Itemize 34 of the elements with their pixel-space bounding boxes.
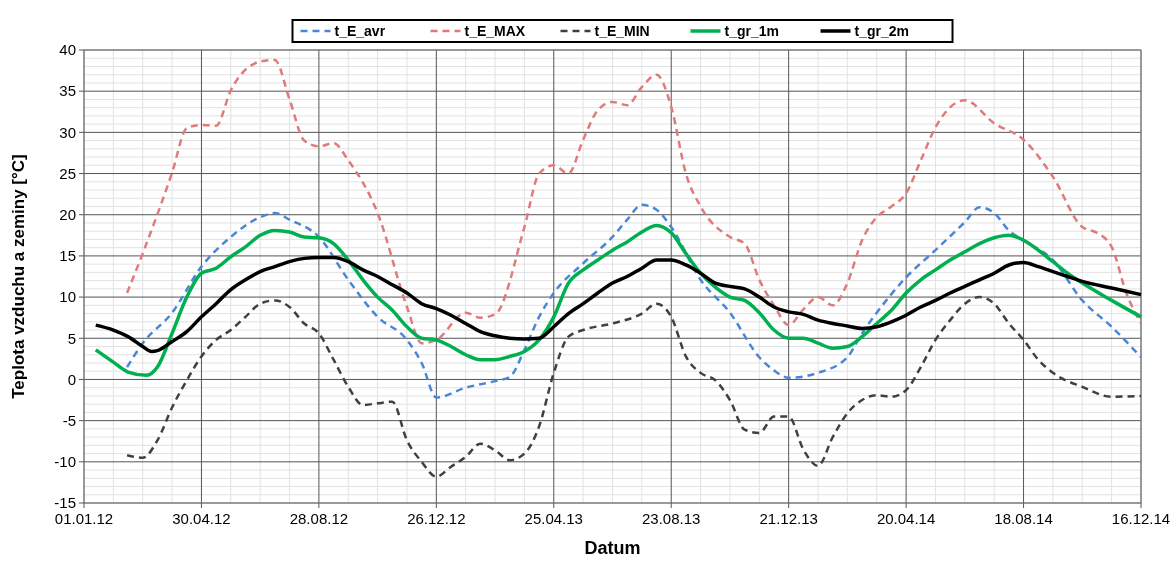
y-axis-title: Teplota vzduchu a zeminy [°C] [9, 154, 28, 399]
line-series [93, 255, 1143, 354]
y-tick-label: -15 [54, 494, 76, 512]
y-tick-label: -5 [62, 411, 76, 429]
x-tick-label: 28.08.12 [289, 510, 349, 527]
y-tick-label: 0 [67, 370, 76, 388]
line-series [125, 58, 1143, 345]
x-tick-label: 01.01.12 [54, 510, 114, 527]
x-tick-label: 23.08.13 [642, 510, 701, 527]
y-tick-label: 40 [59, 41, 76, 59]
x-tick-label: 26.12.12 [407, 510, 466, 527]
x-tick-label: 21.12.13 [759, 510, 818, 527]
legend-label: t_E_MAX [464, 22, 526, 39]
y-tick-label: 25 [59, 164, 76, 182]
line-series [93, 223, 1143, 378]
y-tick-label: 20 [59, 205, 76, 223]
legend-label: t_E_MIN [594, 22, 650, 39]
x-tick-label: 16.12.14 [1111, 510, 1171, 527]
y-tick-label: -10 [54, 453, 76, 471]
legend-label: t_gr_2m [854, 22, 909, 39]
y-tick-label: 30 [59, 123, 76, 141]
line-series [125, 203, 1143, 399]
x-axis-title: Datum [584, 538, 641, 558]
x-tick-label: 25.04.13 [524, 510, 583, 527]
y-tick-label: 5 [67, 329, 76, 347]
y-tick-label: 15 [59, 247, 76, 265]
x-tick-label: 18.08.14 [994, 510, 1053, 527]
line-series [125, 295, 1143, 478]
legend-label: t_E_avr [334, 22, 386, 39]
legend-label: t_gr_1m [724, 22, 779, 39]
x-tick-label: 30.04.12 [172, 510, 231, 527]
x-tick-label: 20.04.14 [876, 510, 936, 527]
y-tick-label: 35 [59, 82, 76, 100]
y-tick-label: 10 [59, 288, 76, 306]
